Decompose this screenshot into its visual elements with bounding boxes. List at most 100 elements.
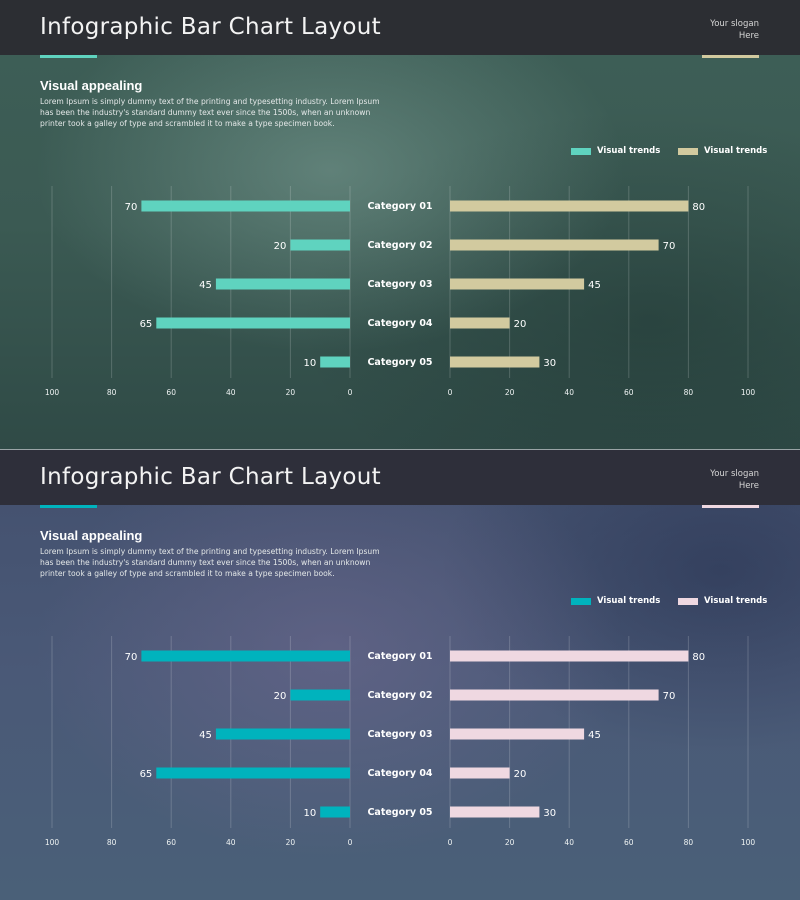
- tick-label-right: 20: [505, 388, 515, 397]
- bar-left: [156, 767, 350, 779]
- category-label: Category 03: [367, 279, 432, 290]
- tick-label-right: 0: [448, 388, 453, 397]
- title-accent-line: [40, 55, 97, 58]
- section-heading: Visual appealing: [40, 78, 143, 93]
- slogan-line-2: Here: [738, 31, 759, 41]
- data-label-right: 45: [588, 280, 601, 291]
- slogan-line-1: Your slogan: [710, 19, 759, 29]
- bar-left: [290, 689, 350, 701]
- data-label-left: 10: [303, 808, 316, 819]
- data-label-left: 65: [140, 319, 153, 330]
- bar-right: [450, 689, 659, 701]
- bar-right: [450, 278, 585, 290]
- slogan: Your slogan Here: [679, 468, 759, 492]
- bar-right: [450, 200, 689, 212]
- tick-label-left: 100: [45, 838, 60, 847]
- tick-label-left: 0: [348, 388, 353, 397]
- legend-label-right: Visual trends: [704, 596, 768, 606]
- title-accent-line: [40, 505, 97, 508]
- section-description: Lorem Ipsum is simply dummy text of the …: [40, 547, 380, 578]
- page-title: Infographic Bar Chart Layout: [40, 464, 381, 490]
- page-title: Infographic Bar Chart Layout: [40, 14, 381, 40]
- slogan-line-1: Your slogan: [710, 469, 759, 479]
- tick-label-right: 40: [564, 838, 574, 847]
- bar-right: [450, 767, 510, 779]
- tick-label-left: 0: [348, 838, 353, 847]
- data-label-right: 70: [663, 241, 676, 252]
- legend-swatch-left: [571, 597, 591, 605]
- butterfly-bar-chart: 100 80 60 40 20 0 0 20 40 60 80 100 70 80 Category 01 2…: [45, 636, 756, 847]
- legend-item-left: Visual trends: [571, 144, 660, 158]
- category-label: Category 02: [367, 240, 432, 251]
- chart-panel-teal: Infographic Bar Chart Layout Your slogan…: [0, 0, 800, 450]
- bar-left: [141, 650, 350, 662]
- tick-label-left: 60: [166, 388, 176, 397]
- tick-label-left: 80: [107, 838, 117, 847]
- legend-swatch-left: [571, 147, 591, 155]
- section-description: Lorem Ipsum is simply dummy text of the …: [40, 97, 380, 128]
- bar-right: [450, 650, 689, 662]
- category-label: Category 05: [367, 807, 432, 818]
- data-label-right: 30: [543, 358, 556, 369]
- category-label: Category 04: [367, 768, 432, 779]
- bar-left: [215, 278, 350, 290]
- panel-divider: [0, 449, 800, 450]
- tick-label-right: 80: [684, 838, 694, 847]
- tick-label-left: 100: [45, 388, 60, 397]
- category-label: Category 02: [367, 690, 432, 701]
- slogan: Your slogan Here: [679, 18, 759, 42]
- data-label-right: 45: [588, 730, 601, 741]
- tick-label-right: 100: [741, 838, 756, 847]
- bar-left: [290, 239, 350, 251]
- tick-label-right: 100: [741, 388, 756, 397]
- bar-left: [215, 728, 350, 740]
- data-label-left: 45: [199, 730, 212, 741]
- butterfly-bar-chart: 100 80 60 40 20 0 0 20 40 60 80 100 70 80 Category 01 2…: [45, 186, 756, 397]
- legend-item-right: Visual trends: [678, 144, 767, 158]
- legend-label-left: Visual trends: [597, 146, 661, 156]
- data-label-right: 30: [543, 808, 556, 819]
- data-label-right: 70: [663, 691, 676, 702]
- bar-left: [320, 356, 350, 368]
- header-bar: [0, 450, 800, 505]
- tick-label-right: 20: [505, 838, 515, 847]
- slogan-accent-line: [702, 55, 759, 58]
- tick-label-left: 60: [166, 838, 176, 847]
- bar-left: [320, 806, 350, 818]
- slogan-accent-line: [702, 505, 759, 508]
- tick-label-right: 60: [624, 838, 634, 847]
- bar-right: [450, 728, 585, 740]
- data-label-left: 70: [125, 202, 138, 213]
- data-label-right: 20: [514, 769, 527, 780]
- data-label-right: 20: [514, 319, 527, 330]
- bar-right: [450, 806, 540, 818]
- category-label: Category 01: [367, 201, 432, 212]
- data-label-right: 80: [692, 202, 705, 213]
- chart-panel-blue: Infographic Bar Chart Layout Your slogan…: [0, 450, 800, 900]
- tick-label-right: 60: [624, 388, 634, 397]
- data-label-left: 65: [140, 769, 153, 780]
- category-label: Category 05: [367, 357, 432, 368]
- tick-label-left: 40: [226, 388, 236, 397]
- tick-label-left: 20: [286, 388, 296, 397]
- bar-right: [450, 239, 659, 251]
- bar-left: [156, 317, 350, 329]
- tick-label-left: 40: [226, 838, 236, 847]
- data-label-left: 45: [199, 280, 212, 291]
- slogan-line-2: Here: [738, 481, 759, 491]
- data-label-left: 20: [274, 241, 287, 252]
- data-label-left: 70: [125, 652, 138, 663]
- tick-label-left: 20: [286, 838, 296, 847]
- section-heading: Visual appealing: [40, 528, 143, 543]
- category-label: Category 04: [367, 318, 432, 329]
- legend-swatch-right: [678, 147, 698, 155]
- bar-right: [450, 317, 510, 329]
- data-label-left: 20: [274, 691, 287, 702]
- bar-left: [141, 200, 350, 212]
- category-label: Category 01: [367, 651, 432, 662]
- data-label-left: 10: [303, 358, 316, 369]
- data-label-right: 80: [692, 652, 705, 663]
- legend-label-right: Visual trends: [704, 146, 768, 156]
- legend-item-left: Visual trends: [571, 594, 660, 608]
- tick-label-right: 0: [448, 838, 453, 847]
